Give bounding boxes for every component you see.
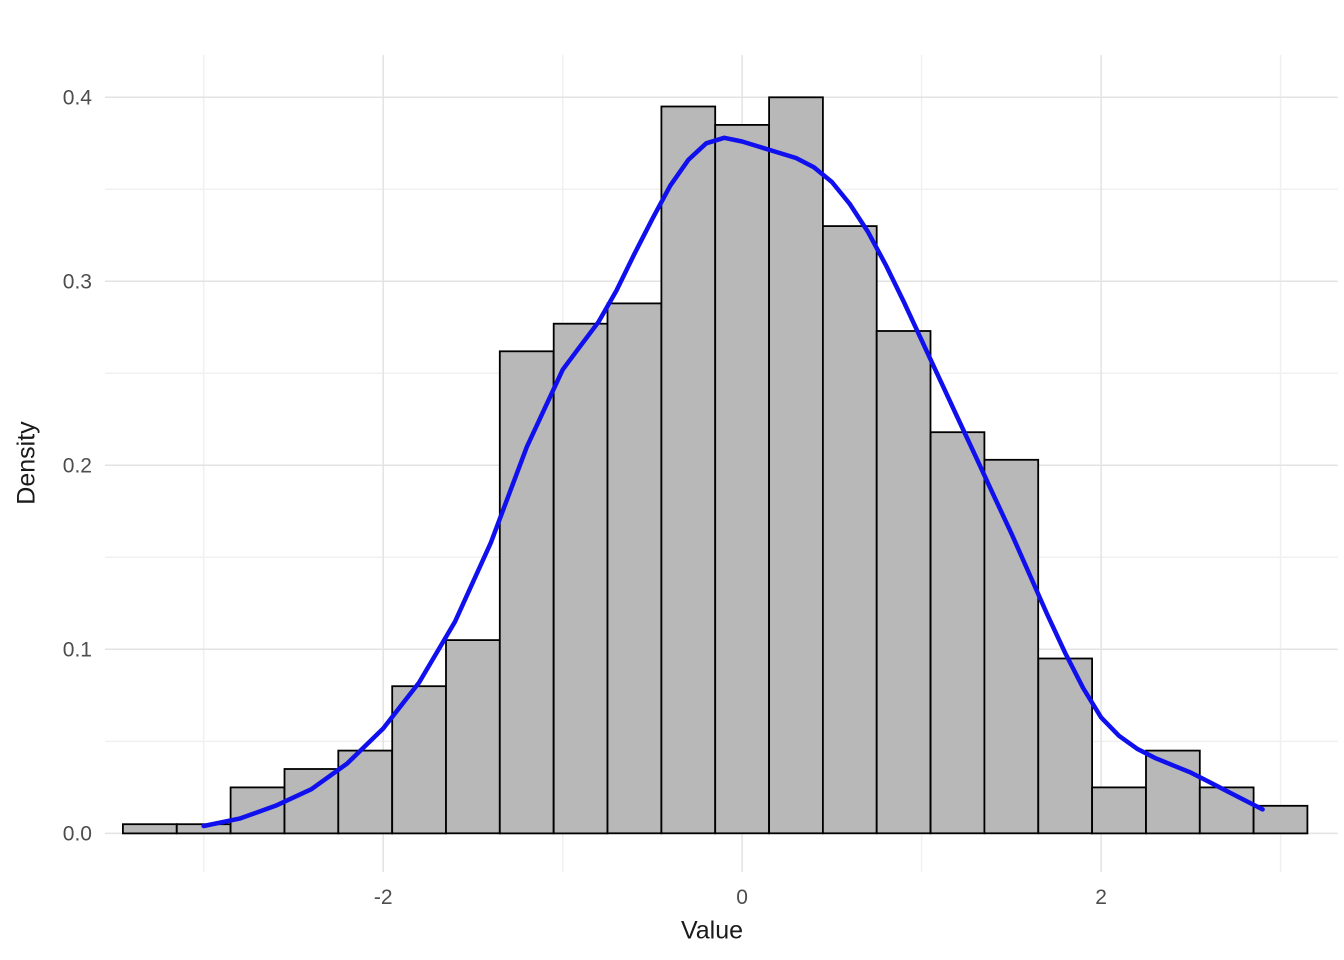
histogram-bar	[660, 105, 717, 835]
histogram-bar	[283, 768, 340, 835]
histogram-bar	[498, 350, 555, 835]
histogram-bar	[1198, 786, 1255, 835]
histogram-bar	[1091, 786, 1147, 835]
histogram-bar	[445, 639, 501, 835]
density-line	[201, 135, 1265, 829]
x-tick-label: 2	[1095, 886, 1107, 909]
y-axis-tick-labels: 0.0 0.1 0.2 0.3 0.4	[63, 86, 93, 845]
x-tick-label: -2	[374, 886, 393, 909]
histogram-bar	[768, 96, 824, 835]
x-tick-label: 0	[736, 886, 748, 909]
x-axis-title: Value	[680, 916, 744, 945]
histogram-bars	[122, 96, 1309, 835]
y-tick-label: 0.4	[63, 86, 93, 109]
histogram-bar	[606, 302, 663, 835]
histogram-bar	[929, 431, 986, 835]
density-curve	[201, 135, 1265, 829]
histogram-bar	[1037, 657, 1094, 835]
histogram-bar	[122, 823, 178, 835]
y-tick-label: 0.2	[63, 454, 92, 477]
x-axis-tick-labels: -2 0 2	[374, 886, 1107, 909]
histogram-bar	[983, 458, 1040, 835]
y-axis-title: Density	[12, 421, 41, 505]
y-tick-label: 0.1	[63, 638, 92, 661]
histogram-bar	[714, 124, 770, 835]
histogram-bar	[822, 225, 878, 835]
y-tick-label: 0.3	[63, 270, 92, 293]
y-tick-label: 0.0	[63, 822, 92, 845]
histogram-bar	[391, 685, 447, 835]
histogram-bar	[552, 322, 609, 835]
histogram-bar	[875, 330, 932, 835]
